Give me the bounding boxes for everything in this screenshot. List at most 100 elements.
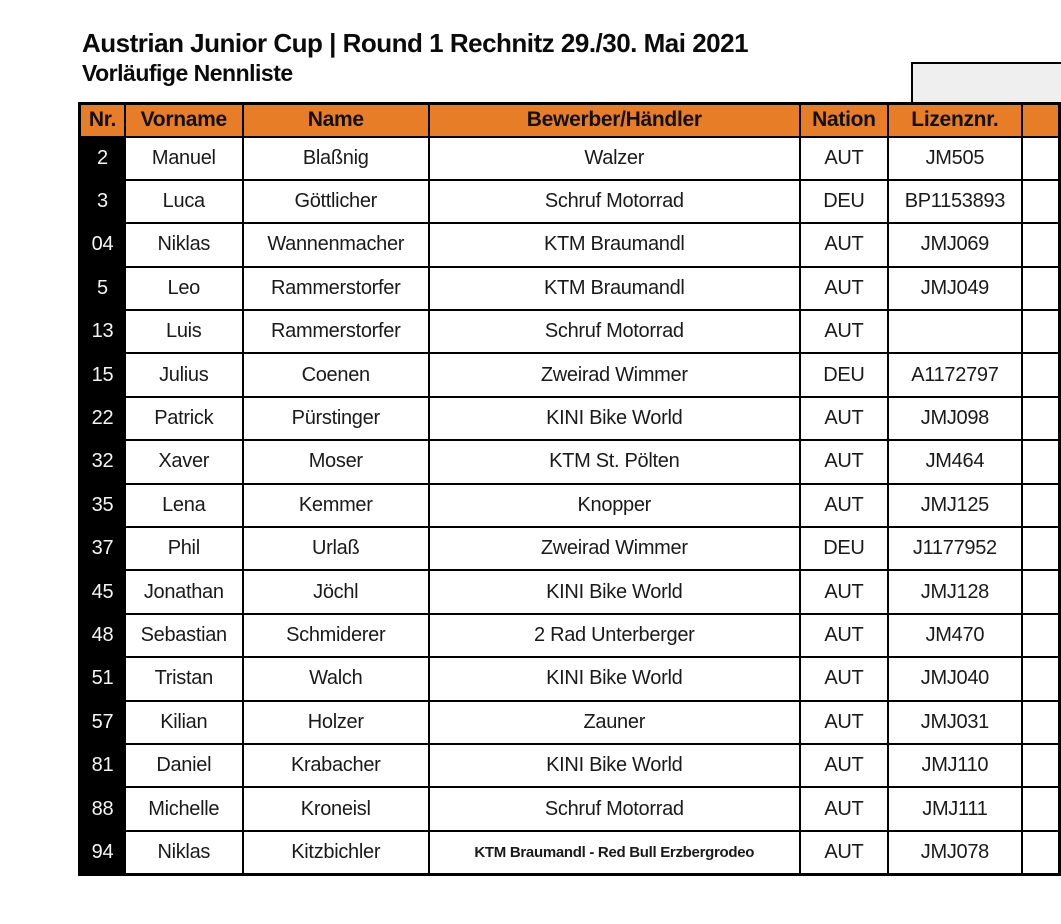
cell-bewerber: KTM Braumandl: [427, 265, 801, 312]
cell-lizenznr: JMJ128: [887, 569, 1023, 615]
table-row: 5 Leo Rammerstorfer KTM Braumandl AUT JM…: [78, 265, 1061, 312]
cell-vorname: Niklas: [123, 222, 244, 268]
cell-nation: AUT: [798, 742, 890, 789]
cell-bewerber: KTM St. Pölten: [427, 439, 801, 485]
cell-lizenznr: JMJ078: [887, 829, 1023, 876]
cell-clipped: [1020, 309, 1061, 355]
cell-vorname: Luis: [123, 309, 244, 355]
cell-clipped: [1020, 656, 1061, 702]
cell-bewerber: KTM Braumandl: [427, 222, 801, 268]
cell-nation: DEU: [798, 178, 890, 225]
cell-bewerber: 2 Rad Unterberger: [427, 612, 801, 659]
table-row: 57 Kilian Holzer Zauner AUT JMJ031: [78, 699, 1061, 745]
table-row: 51 Tristan Walch KINI Bike World AUT JMJ…: [78, 656, 1061, 702]
column-header-nr: Nr.: [78, 102, 126, 138]
cell-nr: 88: [78, 786, 126, 832]
cell-nr: 2: [78, 135, 126, 181]
cell-name: Coenen: [241, 352, 430, 398]
cell-name: Wannenmacher: [241, 222, 430, 268]
cell-lizenznr: A1172797: [887, 352, 1023, 398]
table-row: 45 Jonathan Jöchl KINI Bike World AUT JM…: [78, 569, 1061, 615]
cell-lizenznr: JM464: [887, 439, 1023, 485]
cell-clipped: [1020, 395, 1061, 442]
cell-nr: 48: [78, 612, 126, 659]
cell-name: Walch: [241, 656, 430, 702]
cell-nr: 15: [78, 352, 126, 398]
cell-nation: AUT: [798, 699, 890, 745]
table-row: 35 Lena Kemmer Knopper AUT JMJ125: [78, 482, 1061, 529]
cell-clipped: [1020, 742, 1061, 789]
cell-nr: 3: [78, 178, 126, 225]
cell-lizenznr: BP1153893: [887, 178, 1023, 225]
cell-name: Blaßnig: [241, 135, 430, 181]
cell-lizenznr: JM505: [887, 135, 1023, 181]
cell-nr: 51: [78, 656, 126, 702]
cell-vorname: Leo: [123, 265, 244, 312]
table-row: 48 Sebastian Schmiderer 2 Rad Unterberge…: [78, 612, 1061, 659]
cell-bewerber: Walzer: [427, 135, 801, 181]
column-header-lizenznr: Lizenznr.: [887, 102, 1023, 138]
cell-lizenznr: JMJ110: [887, 742, 1023, 789]
cell-lizenznr: JMJ040: [887, 656, 1023, 702]
cell-name: Rammerstorfer: [241, 309, 430, 355]
cell-nr: 22: [78, 395, 126, 442]
column-header-nation: Nation: [798, 102, 890, 138]
cell-nation: AUT: [798, 395, 890, 442]
cell-name: Urlaß: [241, 526, 430, 572]
cell-bewerber: Zweirad Wimmer: [427, 352, 801, 398]
table-row: 13 Luis Rammerstorfer Schruf Motorrad AU…: [78, 309, 1061, 355]
cell-lizenznr: [887, 309, 1023, 355]
cell-nation: AUT: [798, 222, 890, 268]
cell-name: Krabacher: [241, 742, 430, 789]
cell-vorname: Michelle: [123, 786, 244, 832]
page-subtitle: Vorläufige Nennliste: [82, 60, 293, 86]
cell-clipped: [1020, 612, 1061, 659]
cell-vorname: Manuel: [123, 135, 244, 181]
cell-bewerber: KINI Bike World: [427, 742, 801, 789]
cell-name: Schmiderer: [241, 612, 430, 659]
cell-bewerber: KINI Bike World: [427, 569, 801, 615]
cell-nation: AUT: [798, 656, 890, 702]
cell-nr: 57: [78, 699, 126, 745]
cell-clipped: [1020, 482, 1061, 529]
cell-vorname: Luca: [123, 178, 244, 225]
cell-clipped: [1020, 352, 1061, 398]
cell-vorname: Patrick: [123, 395, 244, 442]
table-row: 88 Michelle Kroneisl Schruf Motorrad AUT…: [78, 786, 1061, 832]
table-body: 2 Manuel Blaßnig Walzer AUT JM505 3 Luca…: [78, 135, 1061, 876]
cell-nr: 5: [78, 265, 126, 312]
cell-nation: AUT: [798, 786, 890, 832]
table-row: 37 Phil Urlaß Zweirad Wimmer DEU J117795…: [78, 526, 1061, 572]
cell-clipped: [1020, 439, 1061, 485]
table-row: 81 Daniel Krabacher KINI Bike World AUT …: [78, 742, 1061, 789]
cell-vorname: Xaver: [123, 439, 244, 485]
cell-bewerber: Schruf Motorrad: [427, 786, 801, 832]
cell-nation: AUT: [798, 569, 890, 615]
table-row: 32 Xaver Moser KTM St. Pölten AUT JM464: [78, 439, 1061, 485]
cell-lizenznr: J1177952: [887, 526, 1023, 572]
cell-clipped: [1020, 222, 1061, 268]
cell-clipped: [1020, 178, 1061, 225]
cell-clipped: [1020, 526, 1061, 572]
cell-lizenznr: JMJ111: [887, 786, 1023, 832]
cell-nation: DEU: [798, 352, 890, 398]
cell-nr: 94: [78, 829, 126, 876]
cell-vorname: Daniel: [123, 742, 244, 789]
column-header-clipped: [1020, 102, 1061, 138]
cell-bewerber: Knopper: [427, 482, 801, 529]
cell-vorname: Jonathan: [123, 569, 244, 615]
cell-nation: AUT: [798, 135, 890, 181]
cell-nr: 32: [78, 439, 126, 485]
cell-clipped: [1020, 829, 1061, 876]
cell-lizenznr: JMJ049: [887, 265, 1023, 312]
cell-lizenznr: JMJ125: [887, 482, 1023, 529]
entry-list-table: Nr. Vorname Name Bewerber/Händler Nation…: [78, 102, 1061, 876]
cell-name: Kemmer: [241, 482, 430, 529]
page-title: Austrian Junior Cup | Round 1 Rechnitz 2…: [82, 28, 749, 58]
cell-nr: 81: [78, 742, 126, 789]
cell-lizenznr: JMJ031: [887, 699, 1023, 745]
column-header-bewerber: Bewerber/Händler: [427, 102, 801, 138]
cell-nation: AUT: [798, 309, 890, 355]
cell-bewerber: Schruf Motorrad: [427, 178, 801, 225]
